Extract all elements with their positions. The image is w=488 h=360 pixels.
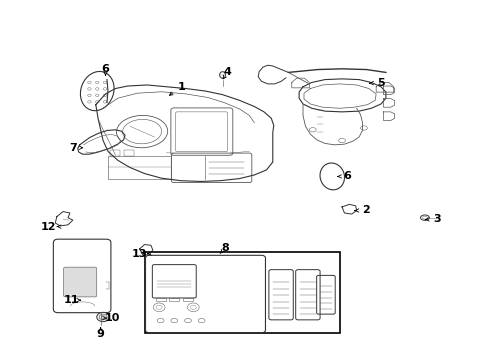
Bar [144,252,339,333]
Text: 6: 6 [102,64,109,74]
Ellipse shape [97,312,109,321]
Text: 7: 7 [69,143,77,153]
Text: 6: 6 [342,171,350,181]
Text: 10: 10 [105,313,120,323]
Bar [183,298,192,301]
Text: 5: 5 [376,78,384,88]
Bar [110,150,120,156]
Text: 1: 1 [177,82,184,92]
FancyBboxPatch shape [63,267,97,297]
Bar [169,298,179,301]
Text: 9: 9 [97,329,104,339]
Text: 12: 12 [41,222,56,231]
Text: 8: 8 [221,243,228,253]
Bar [108,156,171,179]
Text: 11: 11 [63,295,79,305]
Bar [124,150,134,156]
Text: 3: 3 [432,215,440,224]
Bar [156,298,165,301]
Text: 13: 13 [132,248,147,258]
Text: 2: 2 [362,206,369,216]
Text: 4: 4 [223,67,231,77]
